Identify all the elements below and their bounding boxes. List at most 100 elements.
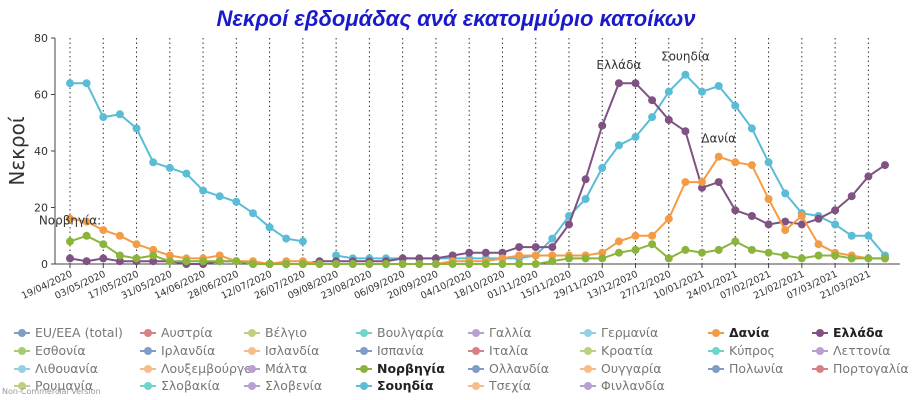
data-point: [614, 248, 623, 257]
data-point: [165, 163, 174, 172]
data-point: [598, 254, 607, 263]
data-point: [531, 260, 540, 268]
series-line: [69, 155, 885, 266]
legend-item-Ρουμανία[interactable]: Ρουμανία: [14, 378, 93, 393]
data-point: [282, 234, 291, 243]
data-point: [747, 245, 756, 254]
data-point: [82, 79, 91, 88]
legend-item-Βουλγαρία[interactable]: Βουλγαρία: [356, 325, 444, 340]
legend-item-Φινλανδία[interactable]: Φινλανδία: [580, 378, 665, 393]
legend-item-Γερμανία[interactable]: Γερμανία: [580, 325, 658, 340]
legend-item-Πολωνία[interactable]: Πολωνία: [708, 361, 783, 376]
legend-item-label: Σουηδία: [377, 378, 434, 393]
legend-item-label: Βουλγαρία: [377, 325, 444, 340]
data-point: [182, 257, 191, 266]
legend-item-label: Λιθουανία: [35, 361, 98, 376]
legend-swatch-marker: [584, 382, 592, 390]
data-point: [199, 257, 208, 266]
data-point: [781, 226, 790, 235]
legend-item-Κροατία[interactable]: Κροατία: [580, 343, 653, 358]
legend-item-Λουξεμβούργο[interactable]: Λουξεμβούργο: [140, 361, 252, 376]
data-point: [548, 234, 557, 243]
legend-item-Αυστρία[interactable]: Αυστρία: [140, 325, 213, 340]
legend-item-label: Ιταλία: [489, 343, 528, 358]
data-point: [864, 231, 873, 240]
data-point: [781, 217, 790, 226]
legend-item-EU/EEA (total)[interactable]: EU/EEA (total): [14, 325, 123, 340]
data-point: [548, 257, 557, 266]
legend-item-Ιταλία[interactable]: Ιταλία: [468, 343, 528, 358]
data-point: [149, 158, 158, 167]
y-tick-label: 40: [34, 145, 48, 158]
data-point: [415, 260, 424, 268]
data-point: [348, 260, 357, 268]
data-point: [431, 260, 440, 268]
legend-swatch-marker: [584, 329, 592, 337]
data-point: [448, 251, 457, 260]
data-point: [515, 260, 524, 268]
legend-item-Πορτογαλία[interactable]: Πορτογαλία: [812, 361, 909, 376]
series-Νορβηγία: [66, 231, 889, 268]
legend-item-Σλοβενία[interactable]: Σλοβενία: [244, 378, 322, 393]
legend-item-Ιρλανδία[interactable]: Ιρλανδία: [140, 343, 215, 358]
data-point: [515, 243, 524, 252]
legend-swatch-marker: [144, 347, 152, 355]
annotation-label: Νορβηγία:: [39, 213, 101, 227]
data-point: [149, 251, 158, 260]
annotation-label: Ελλάδα: [596, 58, 641, 72]
legend-swatch-marker: [18, 382, 26, 390]
data-point: [731, 237, 740, 246]
legend-item-Ελλάδα[interactable]: Ελλάδα: [812, 325, 884, 340]
data-point: [831, 251, 840, 260]
legend-item-Δανία[interactable]: Δανία: [708, 325, 770, 340]
legend-swatch-marker: [18, 365, 26, 373]
data-point: [648, 96, 657, 105]
legend-item-Σλοβακία[interactable]: Σλοβακία: [140, 378, 220, 393]
data-point: [365, 260, 374, 268]
legend-item-Λεττονία[interactable]: Λεττονία: [812, 343, 890, 358]
legend-swatch-marker: [472, 347, 480, 355]
data-point: [714, 82, 723, 90]
legend-item-Ισλανδία[interactable]: Ισλανδία: [244, 343, 319, 358]
legend-swatch-marker: [712, 347, 720, 355]
legend-item-Κύπρος[interactable]: Κύπρος: [708, 343, 775, 358]
legend-item-Βέλγιο[interactable]: Βέλγιο: [244, 325, 307, 340]
data-point: [548, 251, 557, 260]
series-line: [70, 73, 886, 260]
legend-item-Εσθονία[interactable]: Εσθονία: [14, 343, 86, 358]
legend-item-label: Σλοβακία: [161, 378, 220, 393]
legend[interactable]: EU/EEA (total) Αυστρία Βέλγιο Βουλγαρία Γαλλ…: [14, 325, 909, 393]
data-point: [764, 195, 773, 203]
legend-item-Ολλανδία[interactable]: Ολλανδία: [468, 361, 549, 376]
legend-item-Λιθουανία[interactable]: Λιθουανία: [14, 361, 98, 376]
x-ticks: 19/04/202003/05/202017/05/202031/05/2020…: [20, 264, 873, 302]
legend-item-label: Τσεχία: [488, 378, 531, 393]
legend-item-Ισπανία[interactable]: Ισπανία: [356, 343, 424, 358]
data-point: [681, 127, 690, 136]
legend-item-Μάλτα[interactable]: Μάλτα: [244, 361, 307, 376]
data-point: [215, 251, 224, 260]
data-point: [531, 251, 540, 260]
data-point: [764, 220, 773, 229]
data-point: [481, 260, 490, 268]
legend-item-Γαλλία[interactable]: Γαλλία: [468, 325, 531, 340]
legend-item-Τσεχία[interactable]: Τσεχία: [468, 378, 531, 393]
legend-swatch-marker: [816, 329, 824, 337]
data-point: [232, 257, 241, 266]
annotations: Νορβηγία: Ελλάδα Σουηδία Δανία: [39, 50, 736, 228]
data-point: [614, 141, 623, 150]
legend-item-Σουηδία[interactable]: Σουηδία: [356, 378, 434, 393]
data-point: [598, 121, 607, 130]
legend-swatch-marker: [248, 382, 256, 390]
legend-swatch-marker: [360, 365, 368, 373]
legend-swatch-marker: [472, 329, 480, 337]
data-point: [481, 248, 490, 257]
data-point: [731, 206, 740, 215]
legend-item-label: Νορβηγία: [377, 361, 445, 376]
data-point: [831, 206, 840, 215]
data-point: [298, 237, 307, 246]
data-point: [398, 254, 407, 263]
legend-item-Νορβηγία[interactable]: Νορβηγία: [356, 361, 445, 376]
data-point: [714, 245, 723, 254]
legend-item-Ουγγαρία[interactable]: Ουγγαρία: [580, 361, 662, 376]
